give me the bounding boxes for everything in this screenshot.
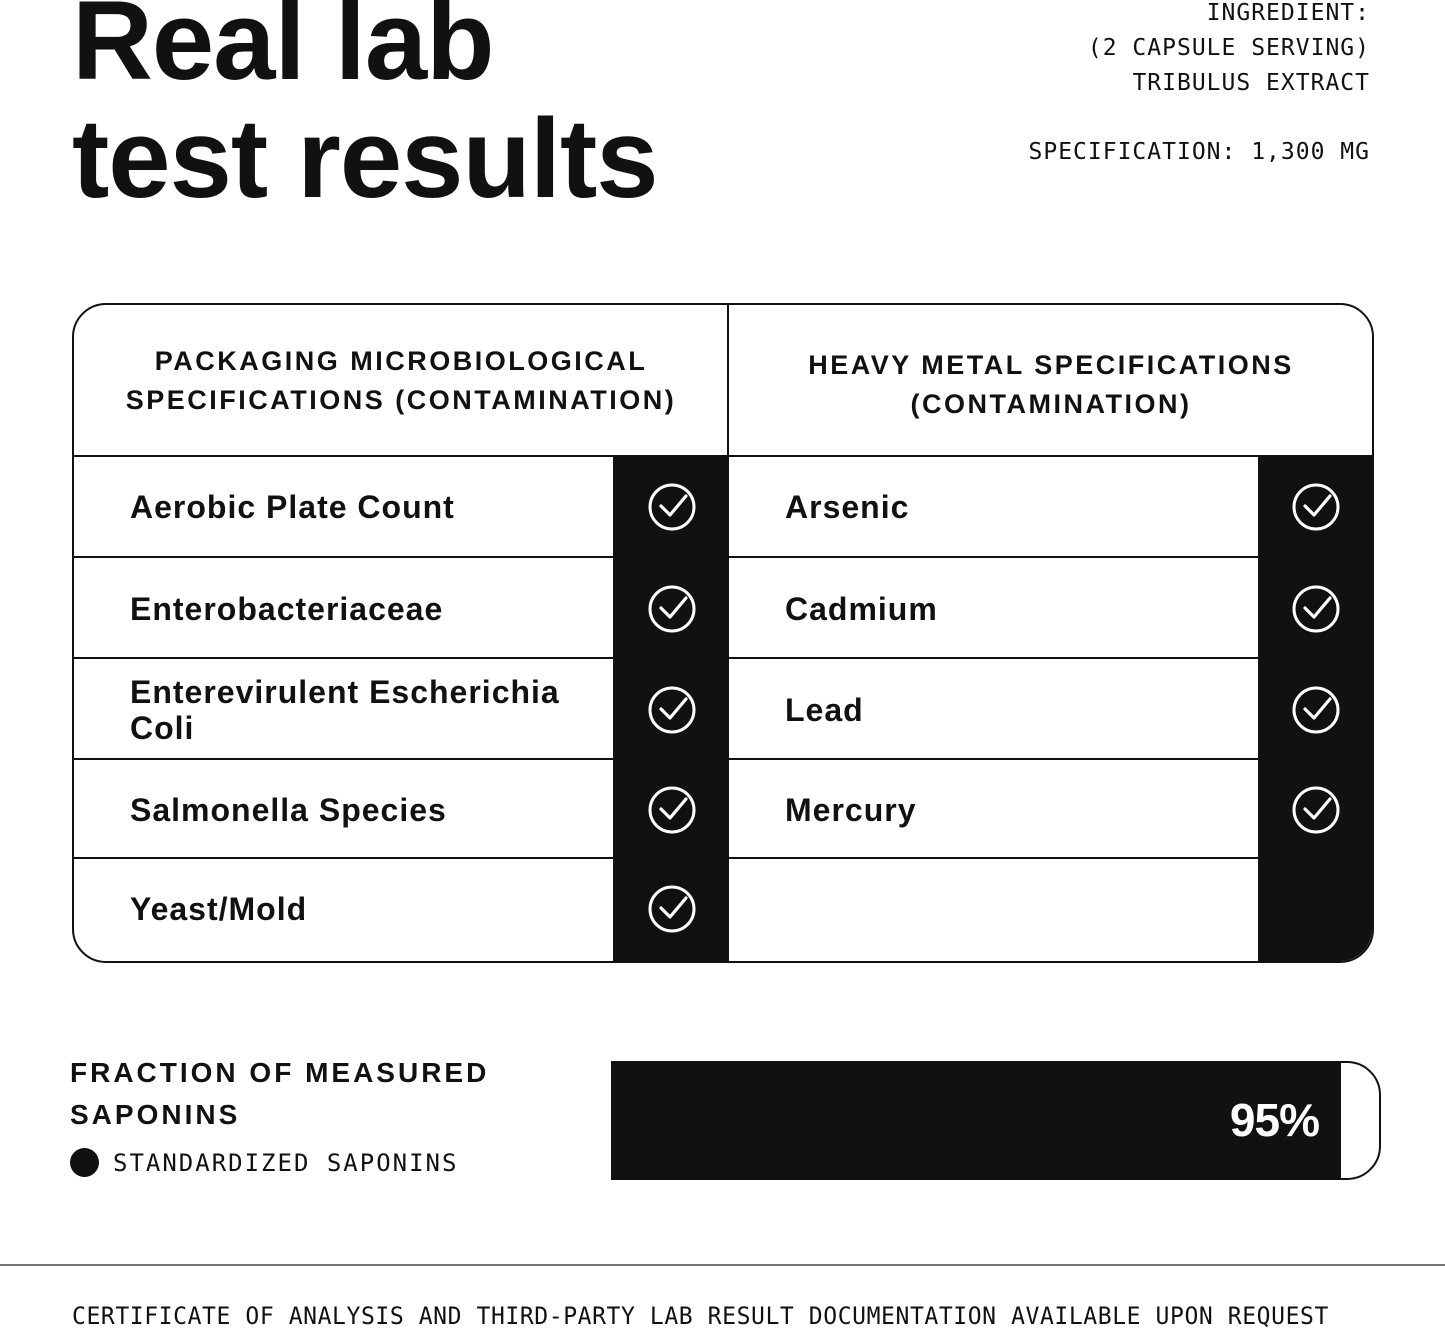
title-line-2: test results <box>72 96 659 221</box>
legend-label: STANDARDIZED SAPONINS <box>113 1148 459 1177</box>
right-header-line: (CONTAMINATION) <box>910 388 1192 419</box>
page-title: Real lab test results <box>72 0 659 221</box>
table-row-label: Mercury <box>785 791 917 828</box>
saponins-legend: STANDARDIZED SAPONINS <box>70 1148 458 1177</box>
ingredient-label: INGREDIENT: <box>1206 0 1370 26</box>
left-header-line: SPECIFICATIONS (CONTAMINATION) <box>125 384 677 415</box>
row-divider <box>74 758 613 760</box>
saponins-title: FRACTION OF MEASURED SAPONINS <box>70 1052 489 1136</box>
results-table: PACKAGING MICROBIOLOGICAL SPECIFICATIONS … <box>72 303 1374 963</box>
circle-check-icon <box>647 884 697 934</box>
left-status-column <box>613 456 728 961</box>
table-row-label: Lead <box>785 691 864 728</box>
circle-check-icon <box>1291 482 1341 532</box>
right-header: HEAVY METAL SPECIFICATIONS (CONTAMINATION… <box>730 309 1372 460</box>
circle-check-icon <box>647 584 697 634</box>
footer-divider <box>0 1264 1445 1266</box>
ingredient-info: INGREDIENT: (2 CAPSULE SERVING) TRIBULUS… <box>1088 0 1370 101</box>
circle-check-icon <box>1291 584 1341 634</box>
table-row-label: Enterevirulent Escherichia Coli <box>130 673 560 746</box>
circle-check-icon <box>1291 685 1341 735</box>
saponins-title-line: SAPONINS <box>70 1099 241 1130</box>
right-header-line: HEAVY METAL SPECIFICATIONS <box>808 349 1294 380</box>
table-row-label: Salmonella Species <box>130 791 447 828</box>
table-row-label: Aerobic Plate Count <box>130 489 455 525</box>
table-row-label: Cadmium <box>785 590 938 627</box>
row-divider <box>74 556 613 558</box>
row-divider <box>74 657 613 659</box>
left-header: PACKAGING MICROBIOLOGICAL SPECIFICATIONS … <box>74 305 728 456</box>
table-row-label: Yeast/Mold <box>130 891 308 927</box>
progress-fill <box>613 1063 1341 1178</box>
saponins-title-line: FRACTION OF MEASURED <box>70 1057 490 1088</box>
circle-check-icon <box>647 482 697 532</box>
legend-dot-icon <box>70 1148 99 1177</box>
circle-check-icon <box>1291 785 1341 835</box>
circle-check-icon <box>647 785 697 835</box>
serving-size: (2 CAPSULE SERVING) <box>1087 35 1370 61</box>
row-divider <box>729 556 1258 558</box>
footer-note: CERTIFICATE OF ANALYSIS AND THIRD-PARTY … <box>72 1302 1329 1330</box>
circle-check-icon <box>647 685 697 735</box>
table-row-label: Enterobacteriaceae <box>130 590 444 627</box>
center-divider <box>727 305 729 961</box>
progress-value: 95% <box>1229 1094 1320 1146</box>
title-line-1: Real lab <box>72 0 495 103</box>
row-divider <box>74 857 613 859</box>
right-status-column <box>1258 456 1372 961</box>
saponins-progress-bar: 95% <box>611 1061 1381 1180</box>
left-header-line: PACKAGING MICROBIOLOGICAL <box>154 345 648 376</box>
ingredient-name: TRIBULUS EXTRACT <box>1132 70 1370 96</box>
header-divider <box>74 455 1372 457</box>
row-divider <box>729 758 1258 760</box>
row-divider <box>729 857 1258 859</box>
specification: SPECIFICATION: 1,300 MG <box>1028 139 1370 165</box>
table-row-label: Arsenic <box>785 489 910 525</box>
row-divider <box>729 657 1258 659</box>
